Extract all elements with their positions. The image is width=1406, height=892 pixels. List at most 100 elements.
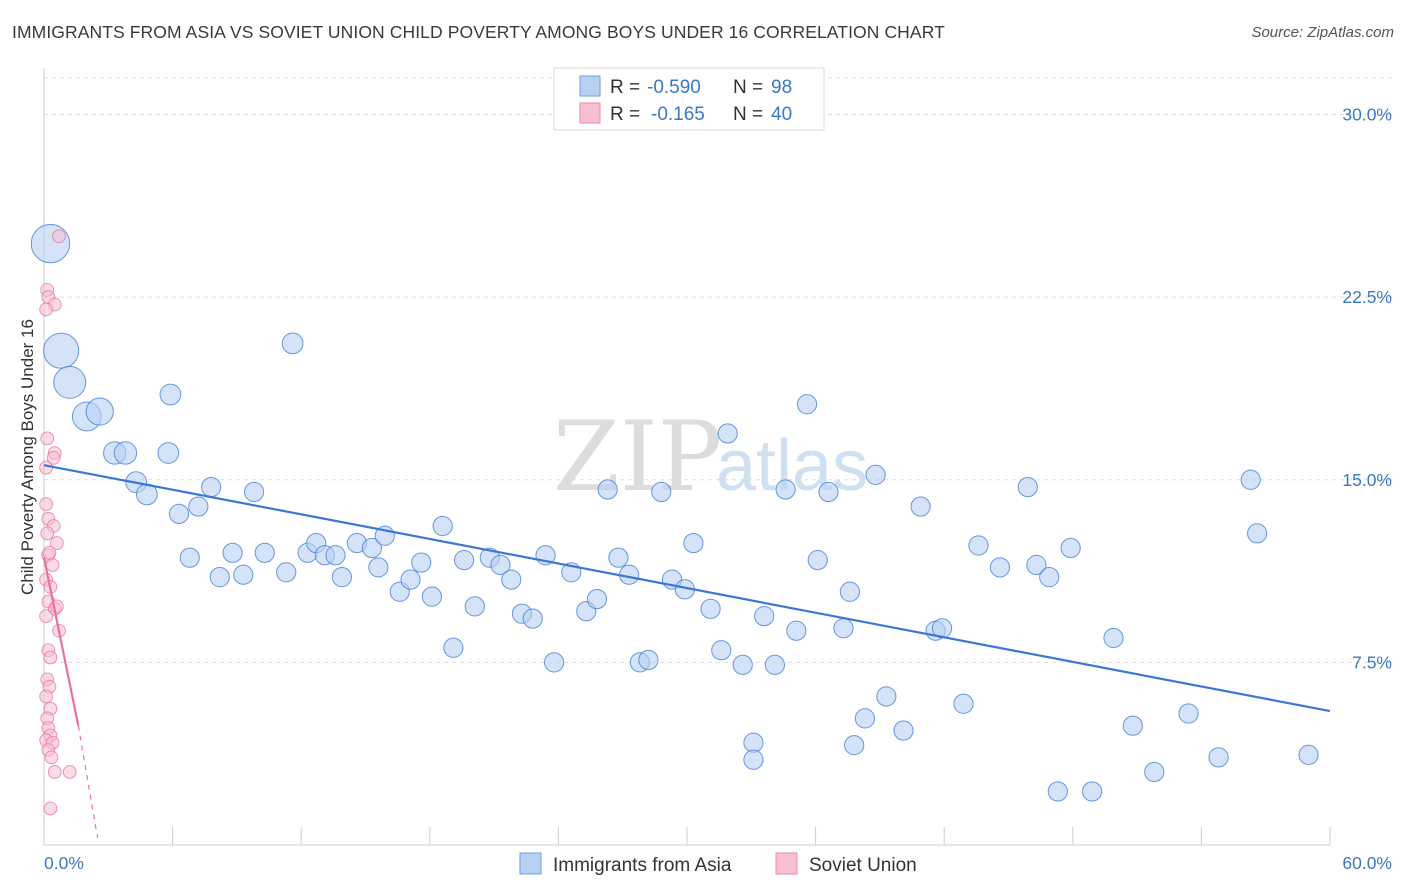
stats-n-label-soviet: N = <box>733 104 763 125</box>
asia-point <box>281 332 304 355</box>
stats-r-label-soviet: R = <box>610 104 640 125</box>
asia-point <box>1047 781 1068 802</box>
asia-point <box>786 620 807 641</box>
soviet-point <box>43 801 58 816</box>
stats-n-value-asia: 98 <box>771 77 792 98</box>
soviet-point <box>43 650 58 665</box>
soviet-point <box>62 765 77 779</box>
asia-point <box>833 618 854 639</box>
stats-r-value-asia: -0.590 <box>647 77 701 98</box>
asia-point <box>775 479 796 500</box>
asia-point <box>157 442 180 464</box>
asia-point <box>222 542 243 563</box>
stats-swatch-asia <box>579 75 601 97</box>
asia-point <box>597 479 618 500</box>
asia-point <box>361 537 383 559</box>
asia-point <box>276 562 297 583</box>
asia-point <box>179 547 200 568</box>
asia-point <box>717 423 738 444</box>
soviet-point <box>39 609 54 624</box>
soviet-point <box>45 558 60 572</box>
asia-point <box>53 365 87 399</box>
asia-point <box>844 735 865 756</box>
asia-point <box>159 383 182 406</box>
asia-point <box>1208 747 1229 768</box>
asia-point <box>490 554 511 576</box>
y-tick-label: 7.5% <box>1352 652 1392 672</box>
asia-point <box>910 496 931 517</box>
asia-point <box>443 637 464 658</box>
asia-point <box>743 749 764 770</box>
asia-point <box>839 581 860 602</box>
asia-point <box>421 586 443 607</box>
asia-point <box>1026 554 1047 576</box>
stats-box: R = -0.590 N = 98 R = -0.165 N = 40 <box>553 67 825 131</box>
asia-point <box>168 503 190 524</box>
asia-point <box>254 542 275 563</box>
asia-point <box>1144 761 1165 783</box>
soviet-point <box>39 497 54 512</box>
asia-point <box>1060 537 1081 559</box>
asia-point <box>501 569 522 590</box>
stats-r-label-asia: R = <box>610 77 640 98</box>
legend-label-soviet: Soviet Union <box>809 855 917 876</box>
soviet-point <box>42 545 57 560</box>
x-tick-label: 0.0% <box>44 853 84 873</box>
soviet-point <box>49 536 64 550</box>
chart-title: IMMIGRANTS FROM ASIA VS SOVIET UNION CHI… <box>12 22 945 42</box>
trend-line-soviet <box>42 557 80 726</box>
asia-point <box>711 640 732 661</box>
x-tick-label: 60.0% <box>1342 853 1392 873</box>
soviet-point <box>52 229 66 244</box>
asia-point <box>400 569 421 590</box>
trend-layer <box>42 464 1331 838</box>
asia-point <box>113 441 138 465</box>
chart-source: Source: ZipAtlas.com <box>1251 24 1394 41</box>
asia-point <box>796 394 818 415</box>
legend: Immigrants from Asia Soviet Union <box>519 852 917 876</box>
soviet-point <box>47 765 62 779</box>
x-tick-labels: 0.0% 60.0% <box>44 853 1392 873</box>
asia-point <box>893 720 914 741</box>
asia-point <box>854 708 875 729</box>
asia-point <box>743 732 764 753</box>
trend-line-asia <box>43 464 1331 713</box>
asia-point <box>1240 469 1261 490</box>
asia-point <box>30 223 71 264</box>
asia-point <box>1298 744 1319 766</box>
asia-point <box>411 552 432 573</box>
asia-point <box>989 557 1011 578</box>
asia-point <box>331 567 353 588</box>
y-axis-label: Child Poverty Among Boys Under 16 <box>18 319 37 595</box>
asia-point <box>754 606 775 627</box>
y-tick-label: 30.0% <box>1342 105 1392 125</box>
asia-point <box>209 567 230 588</box>
asia-point <box>865 464 886 485</box>
trend-line-soviet-extension <box>77 725 99 838</box>
y-tick-label: 22.5% <box>1342 287 1392 307</box>
asia-point <box>586 588 608 610</box>
asia-point <box>464 596 485 617</box>
series-layer <box>30 223 1319 816</box>
asia-point <box>818 481 839 503</box>
asia-point <box>233 564 254 585</box>
asia-point <box>651 481 672 503</box>
series-asia <box>30 223 1319 802</box>
asia-point <box>188 496 209 517</box>
asia-point <box>1103 627 1124 649</box>
legend-label-asia: Immigrants from Asia <box>553 855 732 876</box>
asia-point <box>368 557 389 578</box>
asia-point <box>522 608 543 629</box>
asia-point <box>43 332 80 369</box>
legend-swatch-asia <box>519 852 542 875</box>
legend-swatch-soviet <box>775 852 798 875</box>
soviet-point <box>39 302 54 317</box>
asia-point <box>1122 715 1143 736</box>
asia-point <box>732 654 753 675</box>
series-soviet <box>39 229 77 816</box>
soviet-point <box>46 450 61 465</box>
asia-point <box>1039 567 1060 588</box>
asia-point <box>953 693 974 714</box>
y-tick-labels: 7.5% 15.0% 22.5% 30.0% <box>1342 105 1392 673</box>
soviet-point <box>39 689 54 704</box>
